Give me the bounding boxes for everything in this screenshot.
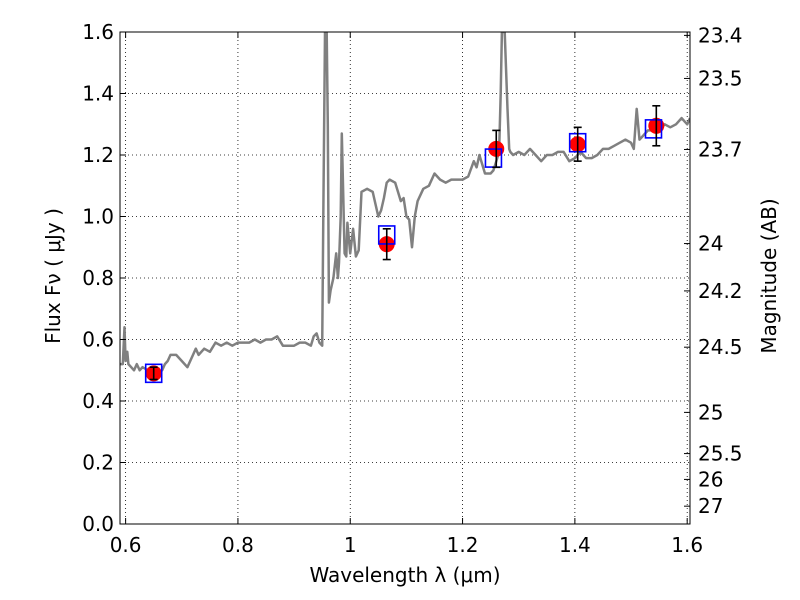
right-tick-label: 26 <box>698 467 723 491</box>
grid <box>120 32 690 524</box>
y-tick-label: 1.4 <box>82 82 114 106</box>
y-tick-label: 1.2 <box>82 143 114 167</box>
model-square <box>644 119 663 139</box>
x-tick-label: 1.4 <box>559 533 591 557</box>
right-tick-label: 23.7 <box>698 137 743 161</box>
model-square <box>144 363 163 384</box>
right-axis-label: Magnitude (AB) <box>757 198 781 353</box>
y-tick-label: 0.8 <box>82 266 114 290</box>
y-tick-label: 1.6 <box>82 20 114 44</box>
spectrum-line <box>120 32 690 375</box>
right-tick-label: 24.2 <box>698 279 743 303</box>
right-tick-label: 24.5 <box>698 335 743 359</box>
x-tick-label: 1.6 <box>671 533 703 557</box>
tick-labels: 0.6 0.8 1 1.2 1.4 1.6 0.0 0.2 0.4 0.6 0.8 1.0 1.2 1.4… <box>82 20 742 557</box>
right-tick-label: 23.5 <box>698 66 743 90</box>
right-tick-label: 24 <box>698 232 723 256</box>
plot-layer <box>120 32 690 384</box>
y-axis-label: Flux Fν ( μJy ) <box>41 208 65 344</box>
x-axis-label: Wavelength λ (μm) <box>309 563 500 587</box>
right-tick-label: 27 <box>698 494 723 518</box>
right-tick-label: 23.4 <box>698 23 743 47</box>
y-tick-label: 1.0 <box>82 205 114 229</box>
y-tick-label: 0.2 <box>82 451 114 475</box>
x-tick-label: 0.8 <box>222 533 254 557</box>
y-tick-label: 0.6 <box>82 328 114 352</box>
x-tick-label: 1.2 <box>447 533 479 557</box>
x-tick-label: 1 <box>344 533 357 557</box>
y-tick-label: 0.4 <box>82 389 114 413</box>
right-tick-label: 25 <box>698 400 723 424</box>
y-tick-label: 0.0 <box>82 512 114 536</box>
right-tick-label: 25.5 <box>698 442 743 466</box>
x-tick-label: 0.6 <box>110 533 142 557</box>
ticks <box>120 31 690 525</box>
